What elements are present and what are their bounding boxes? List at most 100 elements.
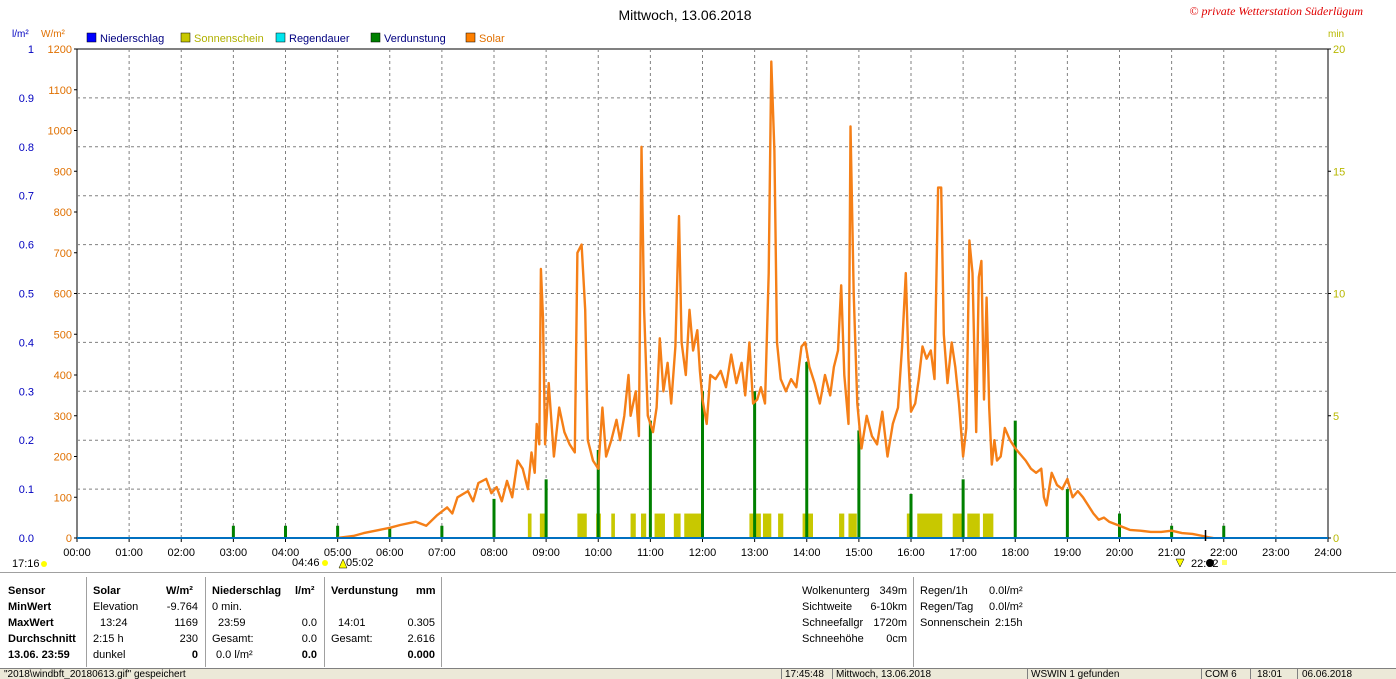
evaporation-bar: [388, 528, 392, 538]
y-tick-label-solar: 200: [54, 452, 72, 464]
evaporation-bar: [231, 525, 235, 538]
sunshine-bar: [762, 513, 772, 538]
x-tick-label: 17:00: [949, 547, 977, 559]
sunshine-bar: [527, 513, 532, 538]
evap-max-time: 14:01: [338, 617, 366, 629]
solar-sun-hours: 2:15 h: [93, 633, 124, 645]
sunrise-label: 04:46: [292, 557, 320, 569]
evaporation-bar: [648, 420, 652, 538]
y-tick-label-rain: 0.8: [19, 142, 34, 154]
solar-elevation-label: Elevation: [93, 601, 139, 613]
rain-total-label: Gesamt:: [212, 633, 254, 645]
status-separator: [1201, 669, 1202, 679]
sunshine-bar: [778, 513, 784, 538]
sunshine-bar: [673, 513, 681, 538]
evap-header: Verdunstung: [331, 585, 399, 597]
y-tick-label-solar: 1000: [48, 126, 72, 138]
y-tick-label-solar: 100: [54, 492, 72, 504]
x-tick-label: 20:00: [1106, 547, 1134, 559]
evap-max-value: 0.305: [407, 617, 435, 629]
solar-header: Solar: [93, 585, 121, 597]
y-tick-label-minutes: 5: [1333, 411, 1339, 423]
evaporation-bar: [284, 525, 287, 538]
sunshine-bar: [917, 513, 943, 538]
x-tick-label: 19:00: [1054, 547, 1082, 559]
avg-label: Durchschnitt: [8, 633, 76, 645]
y-tick-label-minutes: 10: [1333, 289, 1345, 301]
evaporation-bar: [336, 525, 340, 538]
legend-label: Niederschlag: [100, 33, 164, 45]
evap-unit: mm: [416, 585, 436, 597]
moon-dot: [1206, 559, 1214, 567]
cloud-base-label: Wolkenunterg: [802, 585, 870, 597]
x-tick-label: 11:00: [637, 547, 664, 559]
rain-unit: l/m²: [295, 585, 315, 597]
x-tick-label: 18:00: [1001, 547, 1029, 559]
chart-title: Mittwoch, 13.06.2018: [618, 7, 751, 23]
y-tick-label-rain: 1: [28, 44, 34, 56]
y-tick-label-rain: 0.1: [19, 484, 34, 496]
separator: [86, 577, 87, 667]
status-last-date: 06.06.2018: [1302, 669, 1353, 679]
y-axis-minutes: 0 5 10 15 20: [1328, 44, 1345, 545]
rain-day-value: 0.0l/m²: [989, 601, 1023, 613]
evaporation-bar: [1013, 420, 1017, 538]
status-time: 17:45:48: [785, 669, 824, 679]
x-tick-label: 15:00: [845, 547, 873, 559]
sunshine-bar: [654, 513, 665, 538]
x-tick-label: 00:00: [63, 547, 91, 559]
y-tick-label-rain: 0.3: [19, 386, 34, 398]
weather-chart: Mittwoch, 13.06.2018 © private Wettersta…: [12, 4, 1363, 570]
separator: [324, 577, 325, 667]
status-device: WSWIN 1 gefunden: [1031, 669, 1120, 679]
rain-day-label: Regen/Tag: [920, 601, 974, 613]
solar-max-time: 13:24: [100, 617, 128, 629]
rain-hour-value: 0.0l/m²: [989, 585, 1023, 597]
time-markers: 17:16 04:46 05:02 22:02: [12, 557, 1227, 570]
solar-avg-value: 230: [179, 633, 198, 645]
y-tick-label-solar: 700: [54, 248, 72, 260]
evap-total-value: 2.616: [407, 633, 435, 645]
x-tick-label: 04:00: [272, 547, 300, 559]
visibility-value: 6-10km: [870, 601, 907, 613]
evaporation-bars: [231, 361, 1226, 538]
rain-duration: 0 min.: [212, 601, 242, 613]
y-tick-label-minutes: 15: [1333, 166, 1345, 178]
y-tick-label-solar: 1200: [48, 44, 72, 56]
sunshine-bar: [906, 513, 913, 538]
x-tick-label: 05:00: [324, 547, 352, 559]
legend-label: Sonnenschein: [194, 33, 264, 45]
legend-swatch: [180, 32, 191, 43]
y-tick-label-solar: 800: [54, 207, 72, 219]
x-tick-label: 14:00: [793, 547, 821, 559]
min-label: MinWert: [8, 601, 52, 613]
x-tick-label: 02:00: [167, 547, 195, 559]
legend-label: Regendauer: [289, 33, 350, 45]
status-separator: [832, 669, 833, 679]
left-time-dot: [41, 561, 47, 567]
solar-line: [337, 60, 1214, 540]
y-tick-label-solar: 400: [54, 370, 72, 382]
evap-current-value: 0.000: [407, 649, 435, 661]
x-tick-label: 10:00: [584, 547, 612, 559]
status-date: Mittwoch, 13.06.2018: [836, 669, 932, 679]
x-tick-label: 08:00: [480, 547, 508, 559]
left-time-label: 17:16: [12, 558, 40, 570]
evaporation-bar: [440, 525, 444, 538]
solar-unit: W/m²: [166, 585, 193, 597]
x-tick-label: 13:00: [741, 547, 769, 559]
sunshine-label: Sonnenschein: [920, 617, 990, 629]
sunshine-bar: [848, 513, 857, 538]
status-file: "2018\windbft_20180613.gif" gespeichert: [4, 669, 186, 679]
sunset-square: [1222, 560, 1227, 565]
evaporation-bar: [909, 493, 913, 538]
legend-swatch: [275, 32, 286, 43]
rain-header: Niederschlag: [212, 585, 282, 597]
evaporation-bar: [1065, 489, 1069, 538]
snowline-value: 1720m: [873, 617, 907, 629]
solar-current-state: dunkel: [93, 649, 126, 661]
legend-label: Verdunstung: [384, 33, 446, 45]
legend-swatch: [465, 32, 476, 43]
sunshine-bar: [611, 513, 615, 538]
y-tick-label-rain: 0.4: [19, 337, 34, 349]
